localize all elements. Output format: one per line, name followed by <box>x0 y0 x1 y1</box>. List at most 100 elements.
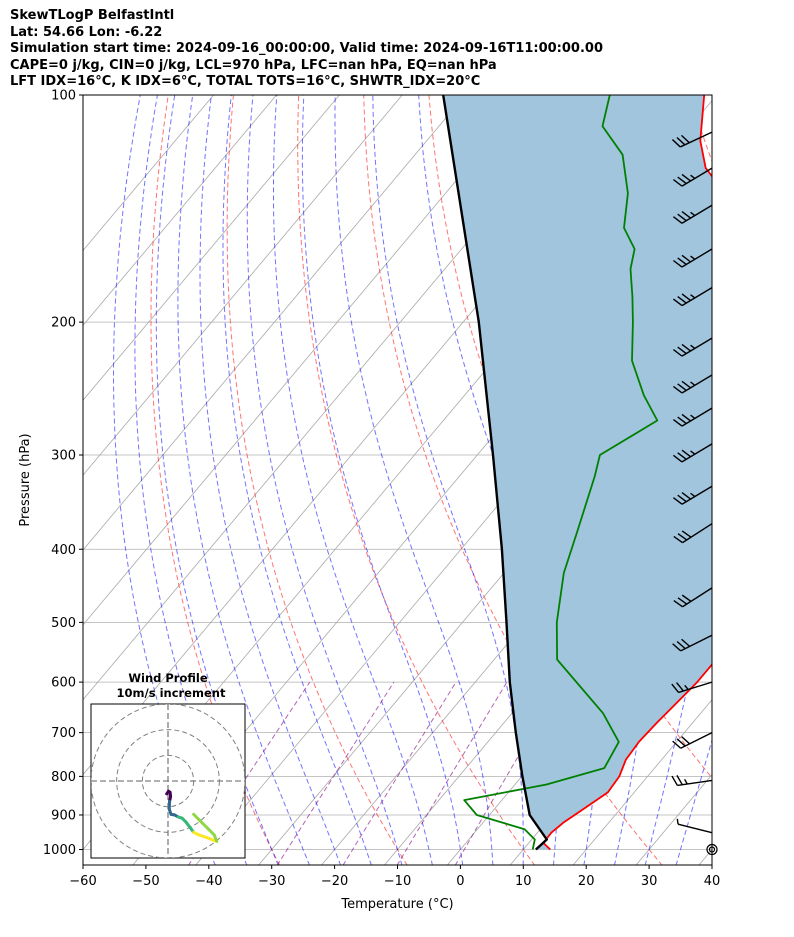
dry-adiabat <box>297 95 536 865</box>
isotherm-line <box>83 95 529 626</box>
moist-adiabat <box>177 95 311 865</box>
barb-half-flag <box>690 381 696 386</box>
y-tick-label: 300 <box>51 448 76 463</box>
barb-flag <box>671 775 678 786</box>
barb-half-flag <box>690 294 696 299</box>
x-tick-label: 30 <box>641 874 658 889</box>
barb-flag <box>676 682 684 692</box>
y-tick-label: 600 <box>51 676 76 691</box>
barb-shaft <box>681 337 713 357</box>
barb-flag <box>677 295 687 304</box>
moist-adiabat <box>273 95 433 865</box>
x-tick-label: 10 <box>515 874 532 889</box>
barb-flag <box>673 599 683 608</box>
barb-shaft <box>681 407 713 427</box>
parcel-line <box>442 95 548 851</box>
barb-flag <box>677 176 687 185</box>
barb-flag <box>672 454 683 463</box>
barb-shaft <box>681 374 713 394</box>
hodograph-segment <box>206 826 216 837</box>
x-tick-label: 40 <box>704 874 721 889</box>
sounding-profiles <box>442 95 712 851</box>
barb-half-flag <box>690 492 696 498</box>
barb-flag <box>677 383 687 391</box>
barb-shaft <box>680 634 713 652</box>
barb-flag <box>677 346 687 355</box>
barb-shaft <box>679 131 713 148</box>
barb-flag <box>677 257 687 266</box>
barb-flag <box>672 643 682 652</box>
isotherm-line <box>83 95 214 252</box>
barb-shaft <box>682 587 713 608</box>
isotherm-line <box>83 95 340 401</box>
hodograph-subtitle: 10m/s increment <box>117 686 226 700</box>
mixing-ratio-line <box>342 681 457 865</box>
barb-flag <box>681 530 692 538</box>
barb-flag <box>676 136 686 146</box>
x-tick-label: −30 <box>258 874 285 889</box>
isotherm-line <box>761 95 794 865</box>
wind-barb <box>676 818 713 834</box>
barb-flag <box>681 594 692 602</box>
hodograph-segment <box>198 819 210 830</box>
y-tick-label: 100 <box>51 89 76 104</box>
barb-flag <box>681 449 691 458</box>
barb-half-flag <box>690 174 696 179</box>
barb-flag <box>676 738 686 747</box>
wind-barb <box>672 634 713 652</box>
moist-adiabat <box>372 95 524 865</box>
wind-barb <box>672 204 713 224</box>
y-tick-label: 200 <box>51 316 76 331</box>
hodograph-title: Wind Profile <box>128 671 208 685</box>
wind-barb <box>672 732 713 749</box>
barb-flag <box>681 638 691 647</box>
y-axis-label: Pressure (hPa) <box>18 433 33 526</box>
barb-shaft <box>678 681 713 694</box>
time-line: Simulation start time: 2024-09-16_00:00:… <box>10 41 603 57</box>
mixing-ratio-line <box>276 681 395 865</box>
x-tick-label: −50 <box>132 874 159 889</box>
dry-adiabat <box>226 95 408 865</box>
barb-flag <box>677 452 687 460</box>
x-tick-label: −10 <box>384 874 411 889</box>
wind-barb <box>672 407 713 427</box>
stability-line: CAPE=0 j/kg, CIN=0 j/kg, LCL=970 hPa, LF… <box>10 57 497 73</box>
barb-flag <box>671 683 680 693</box>
wind-barb <box>672 248 713 268</box>
wind-barbs <box>671 131 718 856</box>
barb-flag <box>672 179 683 187</box>
barb-flag <box>681 134 690 144</box>
barb-half-flag <box>690 211 696 217</box>
barb-flag <box>681 254 691 263</box>
barb-half-flag <box>683 778 688 785</box>
barb-half-flag <box>690 344 696 349</box>
chart-header: SkewTLogP BelfastIntl Lat: 54.66 Lon: -6… <box>10 8 603 91</box>
barb-flag <box>681 173 691 182</box>
mixing-ratio-line <box>454 681 563 865</box>
barb-flag <box>681 736 691 745</box>
barb-shaft <box>681 485 713 505</box>
moist-adiabat <box>334 95 494 865</box>
barb-flag <box>672 419 683 427</box>
barb-flag <box>672 385 683 394</box>
isotherm-line <box>572 699 712 865</box>
barb-flag <box>677 213 687 222</box>
wind-barb <box>671 681 713 694</box>
isotherm-line <box>83 95 277 326</box>
y-tick-label: 500 <box>51 616 76 631</box>
barb-flag <box>672 216 683 224</box>
barb-shaft <box>677 823 713 834</box>
barb-shaft <box>681 167 713 187</box>
y-tick-label: 1000 <box>43 843 76 858</box>
barb-shaft <box>680 732 713 749</box>
wind-barb <box>672 443 713 463</box>
axes: −60 −50 −40 −30 −20 −10 0 10 20 30 40 100 200 300 400 5… <box>18 89 720 913</box>
moist-adiabat <box>199 95 342 865</box>
cin-shading <box>443 95 712 850</box>
barb-flag <box>681 211 691 219</box>
index-line: LFT IDX=16°C, K IDX=6°C, TOTAL TOTS=16°C… <box>10 74 481 90</box>
barb-flag <box>672 298 683 307</box>
barb-half-flag <box>684 684 689 690</box>
wind-barb <box>672 374 713 394</box>
barb-flag <box>677 494 687 503</box>
